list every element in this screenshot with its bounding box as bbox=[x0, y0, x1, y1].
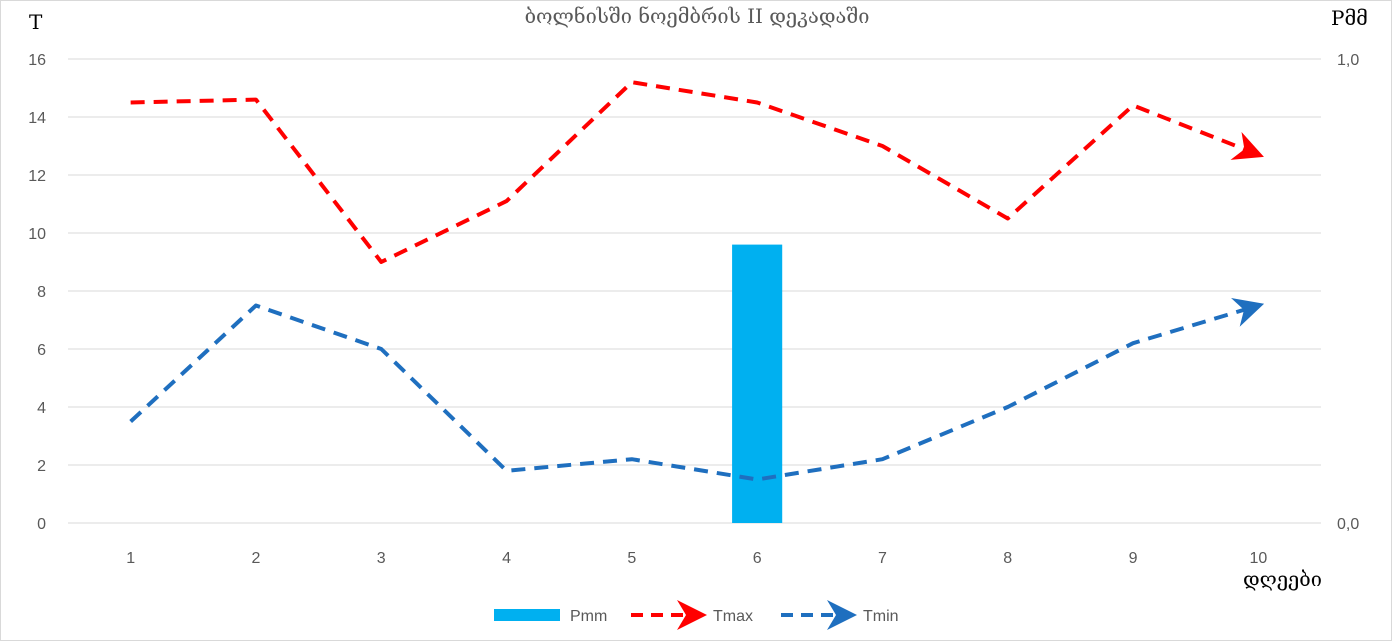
bar-series bbox=[732, 244, 783, 523]
x-tick-label: 9 bbox=[1129, 550, 1138, 567]
legend-label-tmin: Tmin bbox=[863, 608, 899, 625]
x-tick-label: 6 bbox=[753, 550, 762, 567]
x-tick-label: 2 bbox=[251, 550, 260, 567]
x-tick-label: 5 bbox=[627, 550, 636, 567]
y-axis-right-label: Pმმ bbox=[1331, 6, 1368, 30]
y-tick-label-left: 0 bbox=[37, 516, 46, 533]
y-tick-label-right: 1,0 bbox=[1337, 52, 1359, 69]
y-tick-label-left: 16 bbox=[28, 52, 46, 69]
y-tick-label-left: 4 bbox=[37, 400, 46, 417]
x-tick-label: 10 bbox=[1249, 550, 1267, 567]
legend-label-pmm: Pmm bbox=[570, 608, 607, 625]
legend-label-tmax: Tmax bbox=[713, 608, 753, 625]
x-tick-label: 4 bbox=[502, 550, 511, 567]
y-tick-label-left: 14 bbox=[28, 110, 46, 127]
chart-title: ბოლნისში ნოემბრის II დეკადაში bbox=[525, 4, 870, 28]
y-tick-label-right: 0,0 bbox=[1337, 516, 1359, 533]
line-tmin bbox=[129, 298, 1265, 482]
x-tick-label: 3 bbox=[377, 550, 386, 567]
y-tick-label-left: 6 bbox=[37, 342, 46, 359]
x-tick-label: 8 bbox=[1003, 550, 1012, 567]
y-axis-left-label: T bbox=[29, 10, 43, 34]
x-tick-label: 7 bbox=[878, 550, 887, 567]
x-tick-label: 1 bbox=[126, 550, 135, 567]
gridlines bbox=[68, 58, 1321, 524]
bar-pmm bbox=[732, 244, 783, 523]
legend-swatch-pmm bbox=[494, 609, 560, 621]
y-tick-label-left: 8 bbox=[37, 284, 46, 301]
line-series bbox=[129, 80, 1265, 482]
legend: Pmm Tmax Tmin bbox=[494, 600, 899, 630]
x-axis-label: დღეები bbox=[1243, 567, 1322, 591]
y-tick-label-left: 12 bbox=[28, 168, 46, 185]
y-tick-label-left: 10 bbox=[28, 226, 46, 243]
y-tick-label-left: 2 bbox=[37, 458, 46, 475]
line-tmax bbox=[130, 80, 1264, 264]
